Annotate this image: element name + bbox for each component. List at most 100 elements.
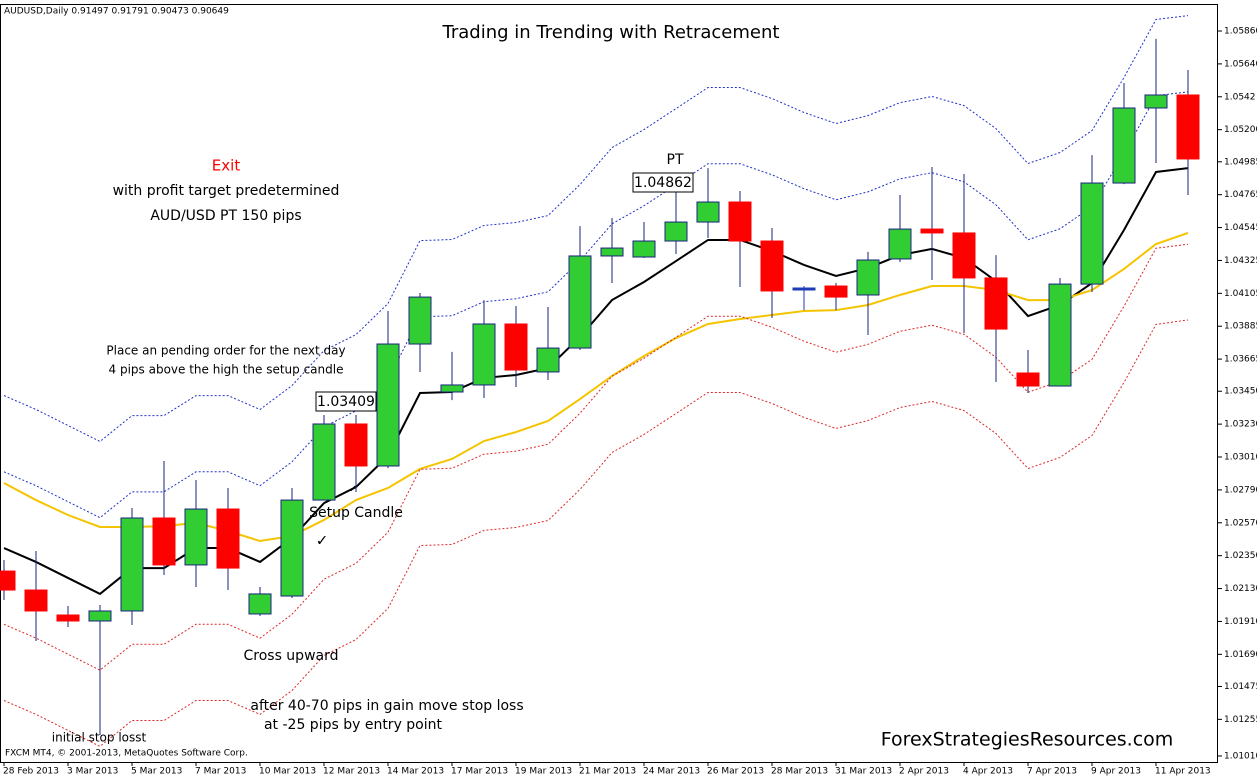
y-tick-label: 1.02130: [1224, 584, 1257, 594]
y-tick-label: 1.04545: [1224, 223, 1257, 233]
chart-title: Trading in Trending with Retracement: [442, 22, 780, 43]
y-tick-label: 1.03665: [1224, 355, 1257, 365]
y-tick-label: 1.0542: [1224, 92, 1256, 102]
x-tick-label: 10 Mar 2013: [259, 767, 316, 777]
candle-body: [696, 201, 720, 223]
annotation: after 40-70 pips in gain move stop loss: [250, 698, 523, 714]
candle-body: [1080, 182, 1104, 285]
candle-body: [792, 287, 816, 291]
annotation: 4 pips above the high the setup candle: [109, 363, 344, 377]
candle-body: [1144, 94, 1168, 109]
candle-body: [984, 277, 1008, 330]
y-tick-label: 1.01690: [1224, 650, 1257, 660]
watermark: ForexStrategiesResources.com: [881, 729, 1174, 751]
y-tick-label: 1.01475: [1224, 682, 1257, 692]
x-tick-label: 28 Mar 2013: [771, 767, 828, 777]
y-tick-label: 1.05860: [1224, 27, 1257, 37]
x-tick-label: 12 Mar 2013: [323, 767, 380, 777]
annotation: ✓: [316, 532, 329, 550]
annotation: Setup Candle: [309, 505, 403, 521]
y-tick-label: 1.05200: [1224, 125, 1257, 135]
copyright: FXCM MT4, © 2001-2013, MetaQuotes Softwa…: [5, 749, 248, 759]
x-tick-label: 28 Feb 2013: [3, 767, 59, 777]
candle-body: [312, 423, 336, 501]
annotation: AUD/USD PT 150 pips: [150, 208, 301, 224]
x-tick-label: 5 Mar 2013: [131, 767, 182, 777]
candle-body: [1048, 283, 1072, 387]
plot-frame: [0, 4, 1218, 763]
candle-body: [568, 255, 592, 349]
candle-body: [728, 201, 752, 242]
annotation: Exit: [212, 157, 241, 175]
y-tick-label: 1.01910: [1224, 617, 1257, 627]
annotation: Place an pending order for the next day: [106, 344, 345, 358]
y-tick-label: 1.03010: [1224, 453, 1257, 463]
x-tick-label: 11 Apr 2013: [1155, 767, 1211, 777]
x-tick-label: 19 Mar 2013: [515, 767, 572, 777]
symbol-header: AUDUSD,Daily 0.91497 0.91791 0.90473 0.9…: [4, 7, 229, 17]
annotation: with profit target predetermined: [113, 183, 340, 199]
y-tick-label: 1.03230: [1224, 420, 1257, 430]
x-tick-label: 21 Mar 2013: [579, 767, 636, 777]
candle-body: [664, 221, 688, 242]
x-tick-label: 9 Apr 2013: [1091, 767, 1141, 777]
x-tick-label: 17 Mar 2013: [451, 767, 508, 777]
y-tick-label: 1.02570: [1224, 518, 1257, 528]
y-tick-label: 1.04985: [1224, 157, 1257, 167]
y-tick-label: 1.02790: [1224, 485, 1257, 495]
candle-body: [280, 499, 304, 597]
candle-body: [536, 347, 560, 373]
candle-body: [24, 589, 48, 612]
x-tick-label: 4 Apr 2013: [963, 767, 1013, 777]
candle-body: [472, 323, 496, 386]
y-tick-label: 1.04765: [1224, 190, 1257, 200]
y-tick-label: 1.01255: [1224, 715, 1257, 725]
x-tick-label: 26 Mar 2013: [707, 767, 764, 777]
y-tick-label: 1.03885: [1224, 322, 1257, 332]
annotation: ✓: [349, 484, 357, 495]
y-tick-label: 1.03450: [1224, 387, 1257, 397]
x-tick-label: 3 Mar 2013: [67, 767, 118, 777]
annotation: Cross upward: [243, 648, 338, 664]
candle-body: [504, 323, 528, 371]
candle-body: [856, 259, 880, 296]
price-label: 1.04862: [634, 175, 692, 191]
candle-body: [952, 232, 976, 279]
y-tick-label: 1.01010: [1224, 751, 1257, 761]
price-label-box: [315, 391, 377, 412]
candle-body: [1112, 107, 1136, 184]
candle-body: [344, 423, 368, 467]
candle-body: [600, 247, 624, 257]
candle-body: [120, 517, 144, 612]
annotation: PT: [667, 152, 684, 168]
candle-body: [184, 508, 208, 566]
y-tick-label: 1.04325: [1224, 256, 1257, 266]
x-tick-label: 7 Apr 2013: [1027, 767, 1077, 777]
price-label-box: [632, 172, 694, 193]
x-tick-label: 31 Mar 2013: [835, 767, 892, 777]
candle-body: [888, 228, 912, 260]
x-tick-label: 2 Apr 2013: [899, 767, 949, 777]
candle-body: [248, 593, 272, 615]
candle-body: [1176, 94, 1200, 160]
candle-body: [376, 343, 400, 467]
candle-body: [760, 240, 784, 292]
x-tick-label: 14 Mar 2013: [387, 767, 444, 777]
candle-body: [920, 228, 944, 234]
y-tick-label: 1.05640: [1224, 59, 1257, 69]
candle-body: [824, 285, 848, 298]
annotation: at -25 pips by entry point: [264, 717, 443, 733]
x-tick-label: 7 Mar 2013: [195, 767, 246, 777]
candle-body: [0, 570, 16, 591]
candle-body: [56, 614, 80, 622]
candle-body: [408, 296, 432, 345]
candle-body: [632, 240, 656, 258]
candle-body: [1016, 372, 1040, 387]
price-label: 1.03409: [317, 394, 375, 410]
y-tick-label: 1.02350: [1224, 551, 1257, 561]
candle-body: [152, 517, 176, 566]
candle-body: [88, 610, 112, 622]
x-tick-label: 24 Mar 2013: [643, 767, 700, 777]
